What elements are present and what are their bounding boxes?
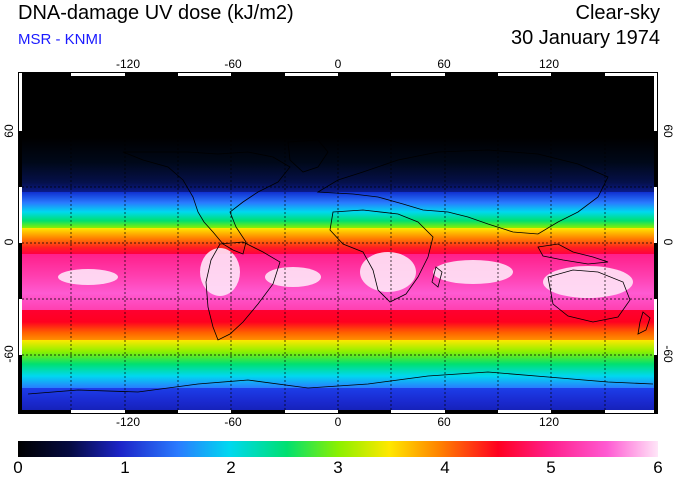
lat-label-right: 60 (661, 124, 675, 138)
colorbar-tick: 2 (226, 458, 236, 477)
frame-ticks-sides (18, 72, 658, 414)
lat-label-left: 0 (2, 238, 16, 246)
lon-label-bottom: -60 (224, 415, 242, 429)
patch-east-pacific (58, 269, 118, 285)
lat-label-right: 0 (661, 238, 675, 246)
map-date: 30 January 1974 (510, 27, 660, 49)
coast-antarctica (27, 371, 654, 395)
patch-australia (543, 266, 633, 298)
patch-south-atlantic (265, 267, 321, 287)
lon-label-top: 0 (334, 57, 342, 71)
colorbar-tick: 5 (546, 458, 556, 477)
coast-greenland (287, 139, 329, 173)
map-overlay (18, 72, 658, 414)
patch-indian-ocean (433, 260, 513, 284)
colorbar-tick: 3 (333, 458, 343, 477)
lon-label-top: 120 (538, 57, 560, 71)
map-subtitle: MSR - KNMI (18, 31, 103, 48)
coast-indonesia (537, 243, 609, 265)
colorbar (18, 441, 658, 457)
patch-south-america (200, 248, 240, 296)
lon-label-bottom: -120 (115, 415, 141, 429)
colorbar-tick: 0 (13, 458, 23, 477)
coast-australia (547, 269, 631, 323)
uv-dose-map (18, 72, 658, 414)
map-title: DNA-damage UV dose (kJ/m2) (18, 2, 294, 24)
map-frame (18, 72, 658, 414)
coast-south-america (205, 241, 281, 341)
coast-eurasia (316, 149, 609, 235)
patch-southern-africa (360, 252, 416, 292)
high-dose-patches (58, 248, 633, 298)
lon-label-bottom: 120 (538, 415, 560, 429)
coast-africa (329, 209, 434, 303)
colorbar-tick: 1 (120, 458, 130, 477)
colorbar-tick: 6 (653, 458, 663, 477)
coast-madagascar (431, 266, 443, 288)
lat-label-left: -60 (2, 345, 16, 363)
sky-condition: Clear-sky (575, 2, 660, 24)
coastlines (27, 139, 654, 395)
lon-label-top: -60 (224, 57, 242, 71)
lon-label-top: -120 (115, 57, 141, 71)
coast-north-america (122, 151, 291, 255)
lon-label-top: 60 (437, 57, 451, 71)
colorbar-tick: 4 (440, 458, 450, 477)
lon-label-bottom: 0 (334, 415, 342, 429)
lon-label-bottom: 60 (437, 415, 451, 429)
lat-label-left: 60 (2, 124, 16, 138)
coast-new-zealand (637, 311, 651, 335)
graticule (18, 72, 658, 414)
lat-label-right: -60 (661, 345, 675, 363)
